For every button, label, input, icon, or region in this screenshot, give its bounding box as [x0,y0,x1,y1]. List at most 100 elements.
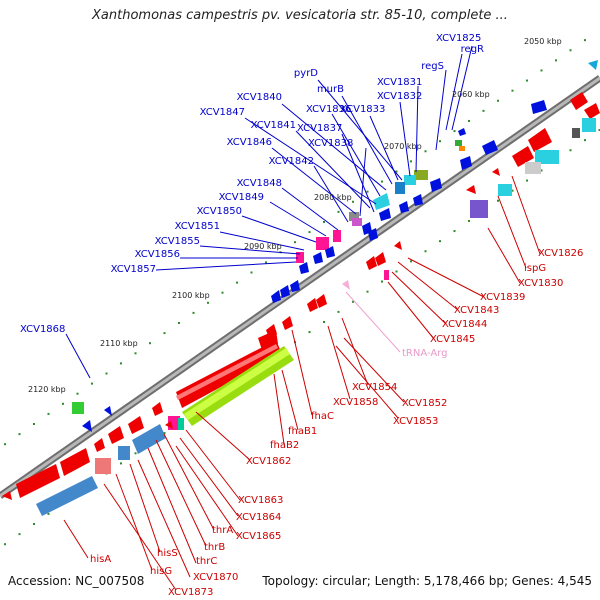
gene-label: regS [421,61,444,72]
tick-dot [424,250,427,253]
tick-dot [337,310,340,313]
tick-label: 2090 kbp [244,242,282,251]
gene-block [178,418,184,430]
gene-label: XCV1856 [135,249,180,260]
gene-label: XCV1858 [333,397,378,408]
tick-dot [584,139,586,142]
gene-label: XCV1868 [20,324,65,335]
tick-dot [323,220,325,223]
tick-dot [511,89,514,92]
gene-label: XCV1844 [442,319,487,330]
tick-label: 2110 kbp [100,339,138,348]
tick-labels: 2050 kbp 2060 kbp 2070 kbp 2080 kbp 2090 kbp… [28,37,562,394]
gene-label: XCV1833 [340,104,385,115]
gene-label: thrA [212,525,233,536]
gene-label: XCV1862 [246,456,291,467]
gene-label: XCV1845 [430,334,475,345]
gene-arrow [482,140,498,155]
gene-arrow [373,193,390,210]
tick-dot [308,231,311,234]
gene-label: XCV1854 [352,382,397,393]
reverse-label-leaders [63,175,541,591]
gene-block [184,348,290,420]
gene-label: thrB [204,542,225,553]
tick-dot [33,423,35,426]
gene-arrow [366,256,377,270]
tick-dot [497,199,499,202]
gene-arrow [570,92,588,110]
gene-arrow [316,294,327,308]
gene-arrow [2,491,12,500]
tick-dot [468,219,470,222]
tick-dot [236,281,238,284]
gene-label: XCV1847 [200,107,245,118]
gene-arrow [60,448,90,476]
tick-dot [540,69,543,72]
tick-label: 2050 kbp [524,37,562,46]
gene-label: XCV1830 [518,278,563,289]
tick-label: 2100 kbp [172,291,210,300]
tick-dot [323,320,325,323]
tick-dot [424,150,427,153]
gene-label: XCV1831 [377,77,422,88]
forward-strand-features [72,60,598,432]
gene-label: fhaC [311,411,334,422]
reverse-gene-labels: XCV1826 ispG XCV1830 XCV1839 XCV1843 XCV1844 X… [90,248,583,598]
tick-dot [47,412,50,415]
tick-dot [134,352,137,355]
tick-dot [569,149,572,152]
gene-arrow [584,103,600,119]
gene-arrow [492,168,500,176]
gene-arrow [165,421,173,429]
gene-block [535,150,559,164]
gene-arrow [108,426,124,444]
gene-arrow [368,228,378,241]
gene-label: XCV1837 [297,123,342,134]
tick-label: 2070 kbp [384,142,422,151]
tick-dot [163,432,166,435]
gene-block [498,184,512,196]
gene-block [572,128,580,138]
gene-label: XCV1852 [402,398,447,409]
gene-label: hisG [150,566,172,577]
tick-dot [120,362,122,365]
gene-label: XCV1840 [237,92,282,103]
gene-arrow [282,316,293,330]
gene-label: XCV1838 [308,138,353,149]
gene-arrow [458,128,466,136]
tick-dot [497,99,499,102]
gene-block [384,270,389,280]
gene-block [333,230,341,242]
gene-arrow [82,420,92,432]
gene-block [95,458,111,474]
tick-dot [4,543,6,546]
gene-arrow [307,298,318,312]
tick-dot [163,332,166,335]
tick-dot [526,179,528,182]
topology-label: Topology: circular; Length: 5,178,466 bp… [262,574,592,588]
gene-label: XCV1839 [480,292,525,303]
backbone [0,75,600,499]
gene-label: XCV1848 [237,178,282,189]
gene-block [525,162,541,174]
gene-arrow [271,290,281,303]
tick-dot [308,331,311,334]
gene-block [414,170,428,180]
tick-dot [439,140,441,143]
gene-block [349,212,359,221]
rna-gene-labels: tRNA-Arg [402,348,447,359]
gene-label: XCV1873 [168,587,213,598]
gene-arrow [512,146,534,167]
tick-dot [598,129,600,132]
gene-arrow [313,252,323,264]
tick-dot [18,533,21,536]
tick-dot [381,180,383,183]
tick-dot [18,433,21,436]
gene-block [352,218,362,226]
gene-label: XCV1863 [238,495,283,506]
gene-label: regR [461,44,484,55]
tick-dot [453,130,456,133]
gene-arrow [399,201,409,213]
